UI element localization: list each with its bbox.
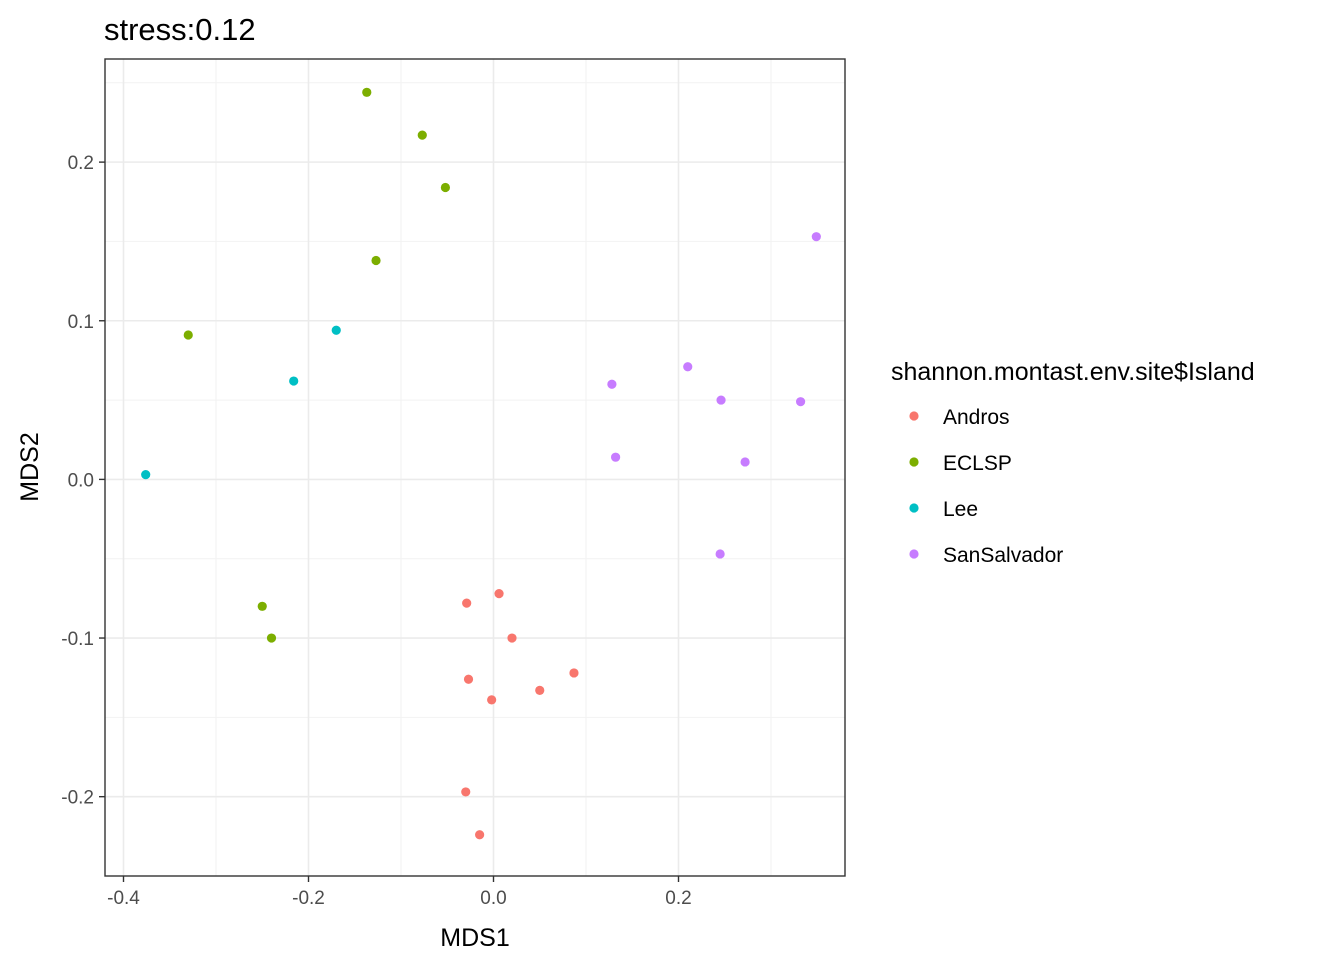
legend: shannon.montast.env.site$Island Andros EC… [891,358,1255,567]
y-axis: -0.2 -0.1 0.0 0.1 0.2 [61,153,105,809]
point-lee [331,325,341,335]
legend-items: Andros ECLSP Lee SanSalvador [909,406,1063,567]
legend-key-sansalvador [909,549,919,559]
point-lee [289,376,299,386]
point-sansalvador [811,232,821,242]
point-eclsp [266,633,277,643]
x-axis: -0.4 -0.2 0.0 0.2 [107,876,692,909]
point-sansalvador [611,452,621,462]
scatter-points [141,87,821,840]
point-sansalvador [715,549,725,559]
point-andros [487,695,497,705]
point-sansalvador [716,395,726,405]
x-tick-label: 0.2 [665,888,691,909]
point-andros [535,685,545,695]
panel-border [104,58,846,877]
legend-label-eclsp: ECLSP [943,452,1012,475]
chart-title: stress:0.12 [104,12,256,47]
legend-label-lee: Lee [943,498,978,521]
point-sansalvador [796,397,806,407]
point-eclsp [440,182,450,193]
point-andros [463,674,474,684]
x-tick-label: -0.2 [292,888,325,909]
point-sansalvador [740,457,750,467]
minor-gridlines [105,59,845,876]
point-sansalvador [607,379,617,389]
y-tick-label: -0.2 [61,788,94,809]
point-eclsp [362,87,372,97]
legend-label-sansalvador: SanSalvador [943,544,1063,567]
legend-key-andros [909,411,919,421]
point-eclsp [371,255,381,266]
point-sansalvador [683,362,693,372]
point-eclsp [183,330,193,340]
point-eclsp [257,601,267,611]
y-axis-title: MDS2 [16,432,44,501]
point-eclsp [417,130,427,140]
point-andros [462,598,472,608]
legend-key-eclsp [909,457,919,467]
point-andros [494,589,504,599]
point-andros [507,633,517,643]
x-axis-title: MDS1 [440,924,509,952]
x-tick-label: -0.4 [107,888,140,909]
major-gridlines [105,59,845,876]
legend-label-andros: Andros [943,406,1010,429]
x-tick-label: 0.0 [480,888,506,909]
point-andros [461,787,471,797]
y-tick-label: -0.1 [61,629,94,650]
y-tick-label: 0.1 [68,312,94,333]
y-tick-label: 0.0 [68,470,94,491]
point-andros [475,830,485,840]
legend-key-lee [909,503,919,513]
y-tick-label: 0.2 [68,153,94,174]
point-andros [569,668,579,678]
point-lee [141,470,151,480]
legend-title: shannon.montast.env.site$Island [891,358,1255,386]
